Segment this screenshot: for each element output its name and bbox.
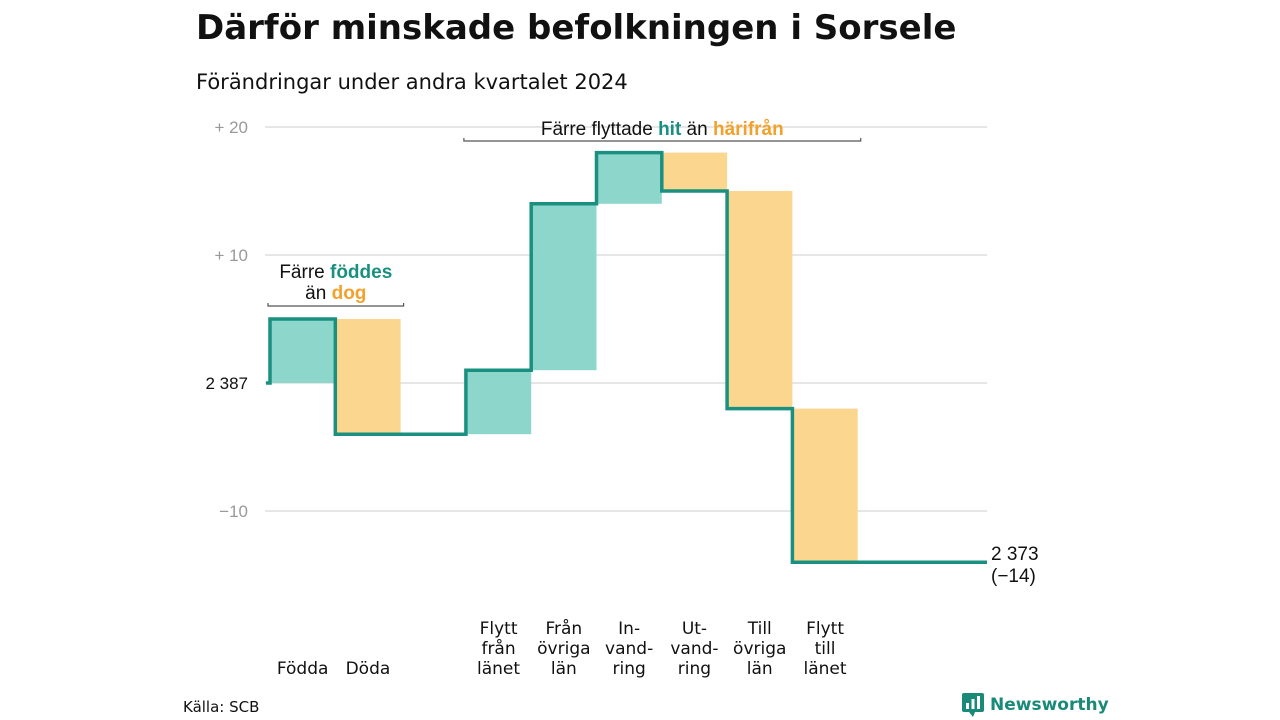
category-label: från: [481, 638, 515, 659]
annotation-bracket: [267, 303, 405, 307]
y-tick-label: 2 387: [205, 374, 248, 393]
category-label: Döda: [346, 659, 391, 679]
category-label: vand-: [605, 639, 653, 659]
y-tick-label: + 20: [214, 118, 248, 137]
y-tick-label: + 10: [214, 246, 248, 265]
annotation-text: Färre föddes: [279, 262, 392, 283]
category-label: Från: [545, 618, 582, 639]
category-label: övriga: [537, 639, 590, 659]
waterfall-bar: [531, 203, 597, 371]
waterfall-bar: [335, 319, 401, 435]
category-label: ring: [678, 659, 711, 679]
category-label: län: [747, 659, 773, 679]
category-label: Till: [747, 619, 772, 639]
waterfall-bar: [727, 191, 793, 409]
running-total-line: [266, 150, 987, 564]
category-label: länet: [477, 659, 520, 679]
annotation-text: Färre flyttade hit än härifrån: [541, 119, 784, 140]
chart-title: Därför minskade befolkningen i Sorsele: [196, 8, 957, 48]
category-label: länet: [804, 659, 847, 679]
bar-chart-speech-bubble-icon: [962, 693, 984, 717]
category-label: Flytt: [806, 619, 844, 639]
source-note: Källa: SCB: [183, 698, 260, 716]
category-label: vand-: [670, 639, 718, 659]
waterfall-bar: [661, 152, 728, 191]
category-label: Ut-: [682, 619, 707, 639]
category-label: till: [815, 639, 836, 659]
category-label: övriga: [733, 639, 786, 659]
y-tick-label: −10: [219, 502, 248, 521]
chart-subtitle: Förändringar under andra kvartalet 2024: [196, 70, 628, 94]
waterfall-bar: [596, 152, 662, 204]
end-value-label: 2 373: [991, 544, 1039, 565]
brand-logo: Newsworthy: [962, 693, 1109, 717]
category-label: Flytt: [480, 619, 518, 639]
waterfall-chart: + 20 + 10 2 387 −10 2 373(−14) Födda Döda Flytt…: [205, 118, 1039, 679]
category-label: län: [551, 659, 577, 679]
end-value-label: (−14): [991, 566, 1036, 587]
annotation-text: än dog: [305, 283, 366, 304]
category-label: ring: [613, 659, 646, 679]
category-label: Födda: [277, 659, 329, 679]
category-label: In-: [618, 619, 640, 639]
waterfall-bar: [270, 319, 336, 383]
brand-name: Newsworthy: [990, 695, 1109, 715]
waterfall-bar: [465, 370, 532, 435]
annotation-bracket: [463, 138, 862, 142]
waterfall-bar: [792, 408, 858, 563]
